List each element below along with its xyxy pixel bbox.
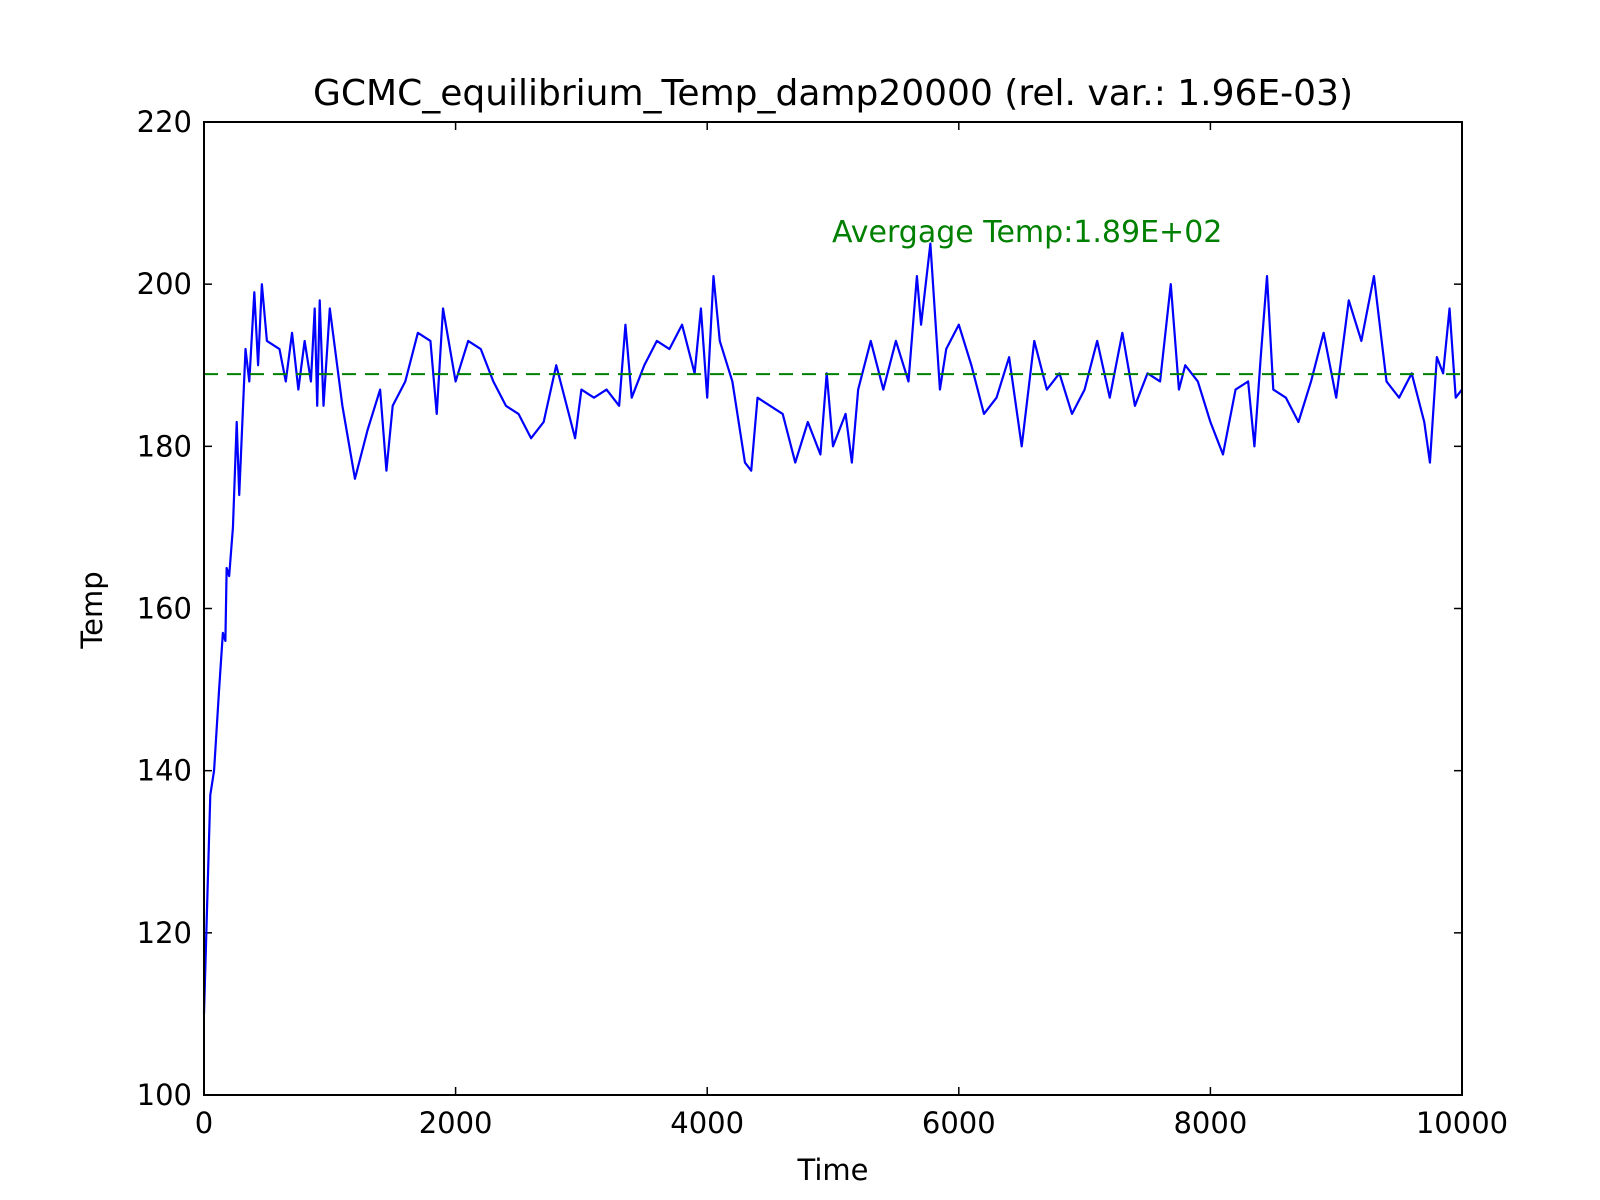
x-tick-label: 4000 [670,1106,744,1140]
plot-frame [203,121,1463,1096]
data-line [202,242,1463,1014]
y-tick-label: 160 [137,592,192,626]
y-tick-label: 120 [137,916,192,950]
y-axis-label: Temp [75,571,109,649]
annotation: Avergage Temp:1.89E+02 [832,215,1222,250]
y-tick-label: 180 [137,429,192,463]
x-tick-label: 10000 [1416,1106,1508,1140]
x-axis-label: Time [797,1153,869,1187]
x-tick-label: 2000 [419,1106,493,1140]
x-tick-label: 8000 [1173,1106,1247,1140]
y-tick-label: 220 [137,105,192,139]
y-tick-label: 100 [137,1078,192,1112]
chart-title: GCMC_equilibrium_Temp_damp20000 (rel. va… [313,73,1353,114]
x-tick-label: 0 [195,1106,213,1140]
y-tick-label: 140 [137,754,192,788]
x-tick-label: 6000 [922,1106,996,1140]
y-tick-label: 200 [137,267,192,301]
